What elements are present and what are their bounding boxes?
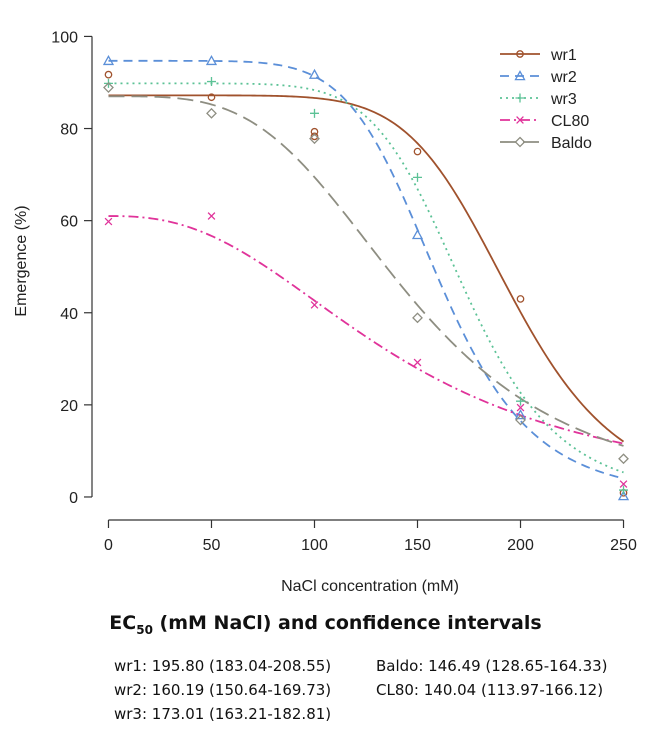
point-wr1 [310,132,319,141]
x-tick-label: 150 [404,537,431,554]
curve-wr2 [108,59,624,480]
fitted-curves [108,59,625,480]
legend-marker-baldo [514,136,526,148]
ec50-entry-cl80: CL80: 140.04 (113.97-166.12) [376,681,604,699]
legend-marker-wr2 [514,70,526,81]
point-wr2 [308,68,321,79]
x-tick-label: 50 [203,537,221,554]
data-points [102,54,630,501]
legend-label-baldo: Baldo [551,135,592,152]
point-baldo [618,453,629,465]
curve-wr1 [108,94,625,443]
legend-label-wr3: wr3 [550,91,577,108]
x-tick-label: 0 [104,537,113,554]
point-wr2 [617,490,630,501]
y-tick-label: 40 [60,306,78,323]
point-cl80 [516,403,525,412]
ec50-entry-wr2: wr2: 160.19 (150.64-169.73) [114,681,332,699]
curve-cl80 [108,215,624,445]
point-wr3 [516,396,526,406]
point-cl80 [310,301,319,309]
ec50-entry-wr1: wr1: 195.80 (183.04-208.55) [114,657,332,675]
point-baldo [515,414,526,426]
y-tick-label: 20 [60,398,78,415]
point-wr1 [413,147,422,156]
point-wr3 [206,77,216,87]
point-wr3 [619,485,629,495]
ec50-title-suffix: (mM NaCl) and confidence intervals [152,612,542,634]
point-baldo [103,82,114,93]
point-wr2 [205,54,218,66]
point-cl80 [104,217,113,226]
x-axis-label: NaCl concentration (mM) [281,578,459,595]
y-axis-label: Emergence (%) [13,205,30,316]
ec50-entry-wr3: wr3: 173.01 (163.21-182.81) [114,705,332,723]
ec50-title: EC50 (mM NaCl) and confidence intervals [0,612,651,637]
y-tick-label: 0 [69,490,78,507]
point-baldo [309,133,320,145]
point-wr2 [514,409,527,420]
point-wr1 [104,70,113,79]
legend-marker-wr3 [515,93,525,103]
point-wr2 [102,54,115,66]
legend: wr1 wr2 wr3 CL80 Baldo [500,47,592,152]
ec50-title-subscript: 50 [136,622,153,637]
ec50-title-prefix: EC [109,612,137,634]
y-tick-label: 100 [51,29,78,46]
point-wr1 [207,93,216,102]
y-tick-label: 60 [60,214,78,231]
legend-label-wr2: wr2 [550,69,577,86]
point-baldo [412,312,423,324]
legend-label-cl80: CL80 [551,113,589,130]
legend-label-wr1: wr1 [550,47,577,64]
curve-wr3 [108,82,624,474]
point-wr2 [411,229,424,240]
legend-marker-wr1 [516,50,524,58]
point-cl80 [207,212,216,220]
point-cl80 [619,480,628,488]
ec50-entry-baldo: Baldo: 146.49 (128.65-164.33) [376,657,608,675]
point-baldo [206,107,217,119]
point-wr1 [516,295,525,303]
x-tick-label: 100 [301,537,328,554]
legend-marker-cl80 [516,116,524,124]
emergence-chart: 0 20 40 60 80 100 0 50 100 150 200 250 wr1 wr2 wr3 CL8… [13,29,637,595]
point-wr3 [413,172,423,182]
y-tick-label: 80 [60,122,78,139]
curve-baldo [108,95,624,447]
x-tick-label: 250 [610,537,637,554]
axes: 0 20 40 60 80 100 0 50 100 150 200 250 [51,29,637,554]
point-wr3 [309,108,319,118]
point-cl80 [413,358,422,367]
x-tick-label: 200 [507,537,534,554]
